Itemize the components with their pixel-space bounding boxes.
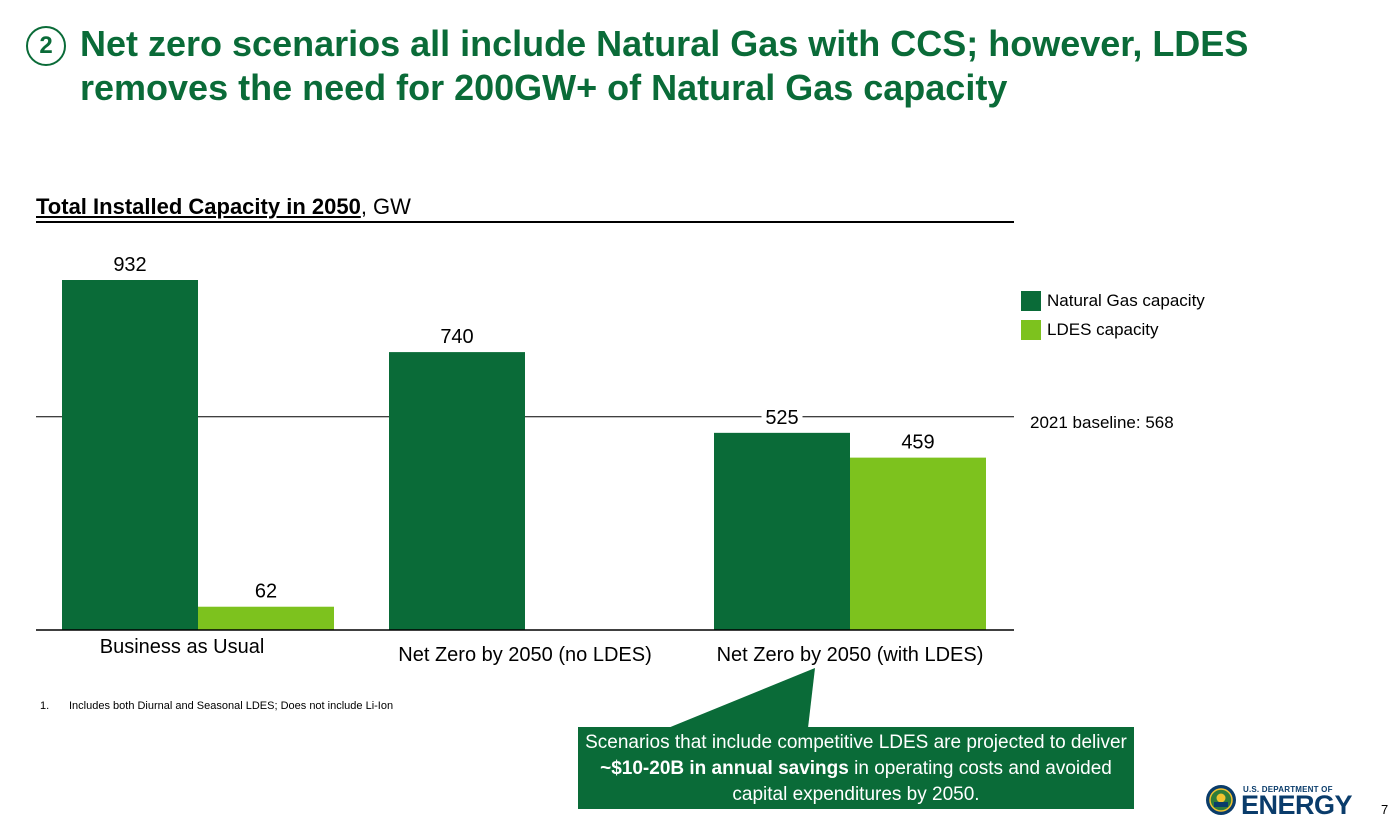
bar-natural-gas-0 — [62, 280, 198, 630]
bar-natural-gas-1 — [389, 352, 525, 630]
data-label-bg-0-0 — [109, 252, 151, 276]
legend-label-natural-gas: Natural Gas capacity — [1047, 290, 1205, 310]
data-label-natural-gas-0: 932 — [113, 254, 146, 276]
data-label-natural-gas-2: 525 — [765, 407, 798, 429]
doe-logo: U.S. DEPARTMENT OF ENERGY — [1205, 782, 1355, 820]
data-label-bg-0-2 — [761, 404, 803, 429]
doe-seal-icon — [1206, 785, 1236, 815]
chart-title-underline — [36, 221, 1014, 223]
slide-title: Net zero scenarios all include Natural G… — [80, 23, 1249, 108]
legend-item-natural-gas: Natural Gas capacity — [1021, 286, 1205, 315]
chart-title-unit: GW — [373, 194, 411, 219]
legend-item-ldes: LDES capacity — [1021, 315, 1205, 344]
footnote: 1. Includes both Diurnal and Seasonal LDE… — [40, 700, 393, 712]
page-number: 7 — [1381, 802, 1389, 817]
bar-natural-gas-2 — [714, 432, 850, 630]
data-label-bg-0-1 — [436, 324, 478, 349]
category-label-0: Business as Usual — [100, 636, 265, 658]
bar-ldes-2 — [850, 457, 986, 630]
legend-swatch-ldes — [1021, 319, 1041, 340]
step-number-badge: 2 — [26, 26, 66, 66]
bar-ldes-0 — [198, 606, 334, 630]
doe-department-text: U.S. DEPARTMENT OF — [1243, 785, 1333, 794]
chart-legend: Natural Gas capacity LDES capacity — [1021, 286, 1205, 344]
capacity-bar-chart: 932 740 525 62 459 Business as Usual Net Zero … — [36, 252, 1014, 666]
chart-title: Total Installed Capacity in 2050, GW — [36, 194, 411, 219]
doe-energy-wordmark: ENERGY — [1241, 790, 1353, 820]
legend-swatch-natural-gas — [1021, 290, 1041, 311]
footnote-text: Includes both Diurnal and Seasonal LDES;… — [69, 700, 394, 712]
callout-text-end: in operating costs and avoided capital e… — [732, 758, 1112, 805]
callout-text-start: Scenarios that include competitive LDES … — [585, 732, 1127, 753]
data-label-bg-1-2 — [897, 429, 939, 454]
data-label-natural-gas-1: 740 — [440, 326, 473, 348]
category-label-1: Net Zero by 2050 (no LDES) — [398, 644, 651, 666]
data-label-ldes-0: 62 — [255, 581, 277, 603]
chart-title-main: Total Installed Capacity in 2050 — [36, 194, 361, 219]
savings-callout: Scenarios that include competitive LDES … — [578, 727, 1134, 809]
legend-label-ldes: LDES capacity — [1047, 319, 1159, 339]
data-label-ldes-2: 459 — [901, 432, 934, 454]
baseline-label: 2021 baseline: 568 — [1030, 413, 1174, 432]
callout-text-bold: ~$10-20B in annual savings — [600, 758, 849, 779]
footnote-number: 1. — [40, 700, 50, 712]
data-label-bg-1-0 — [251, 578, 281, 603]
category-label-2: Net Zero by 2050 (with LDES) — [717, 644, 984, 666]
